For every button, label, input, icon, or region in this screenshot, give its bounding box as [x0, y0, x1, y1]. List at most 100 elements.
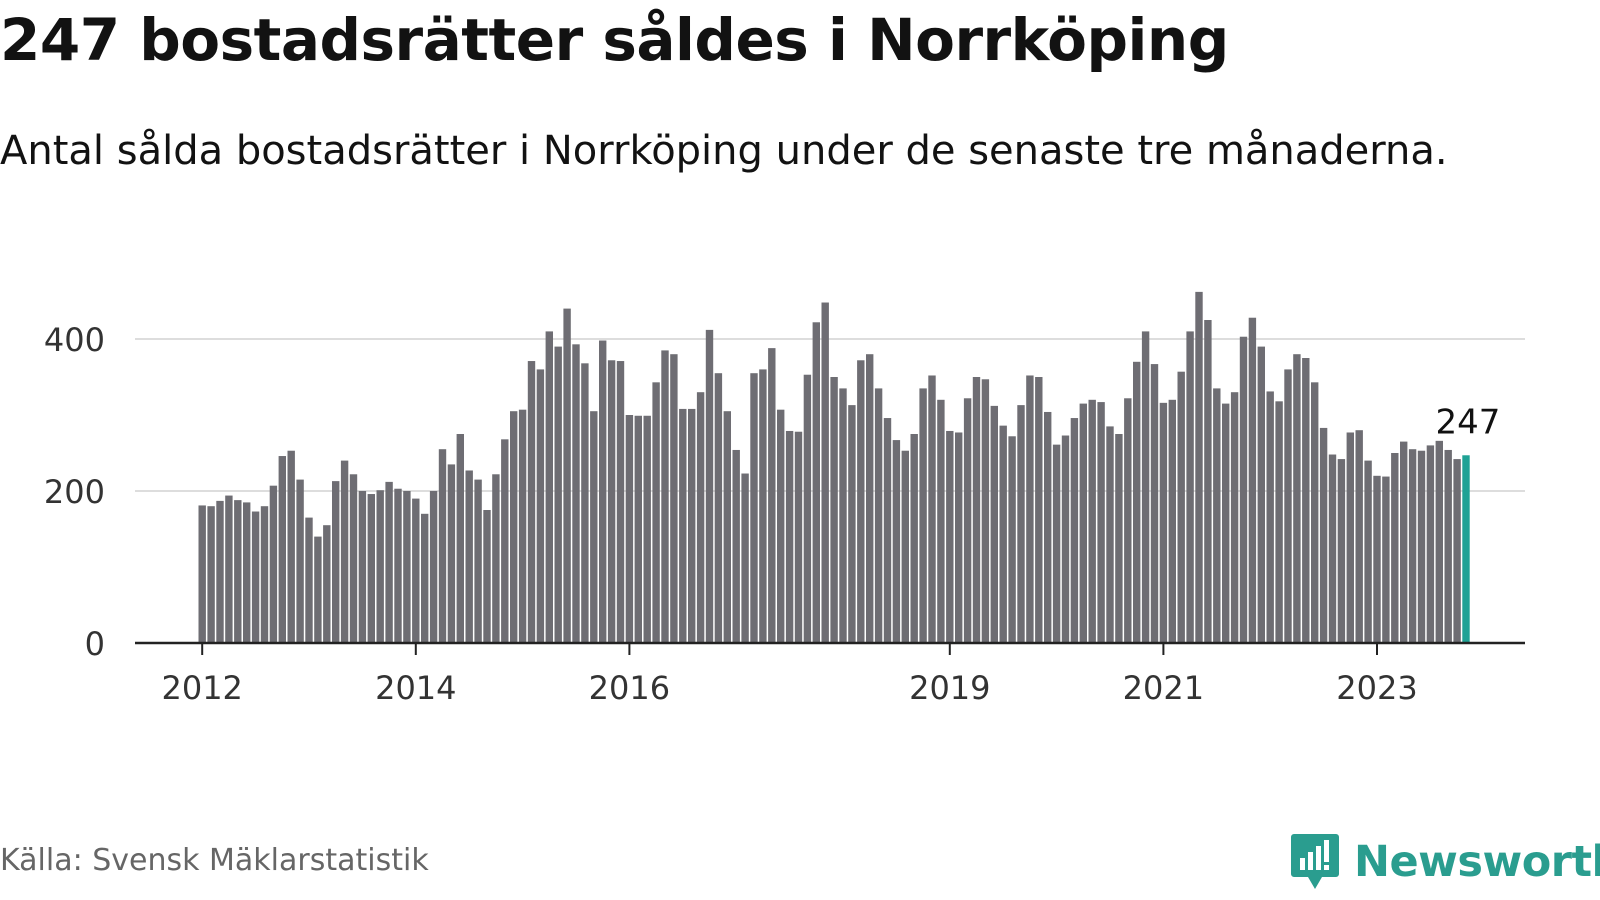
bar: [937, 399, 945, 643]
bar: [483, 510, 491, 643]
bar: [518, 409, 527, 643]
bar: [340, 460, 349, 643]
labels: 0 200 400 2012 2014 2016 2019 2021 2023 247: [44, 321, 1501, 707]
bar: [955, 432, 963, 643]
bar: [590, 411, 598, 643]
bar: [866, 354, 874, 643]
bar: [848, 405, 856, 643]
bar: [456, 434, 464, 643]
bar: [1088, 399, 1096, 643]
bar: [892, 440, 901, 643]
bar: [358, 491, 367, 643]
bar: [421, 513, 429, 643]
bar: [198, 505, 206, 643]
bar: [972, 377, 981, 643]
highlight-data-label: 247: [1436, 402, 1501, 442]
brand-name: Newsworthy: [1354, 837, 1600, 887]
bar: [1382, 476, 1390, 643]
bar: [438, 449, 447, 643]
x-tick-label: 2016: [589, 669, 670, 707]
bar: [269, 485, 278, 643]
bar: [1168, 399, 1176, 643]
chart-title: 247 bostadsrätter såldes i Norrköping: [0, 6, 1229, 74]
bar: [1248, 317, 1257, 643]
bar: [794, 431, 803, 643]
bar: [1444, 449, 1452, 643]
bar: [305, 517, 313, 643]
bar: [367, 494, 375, 643]
axes: [135, 641, 1525, 655]
bar: [750, 373, 758, 643]
bar: [287, 450, 295, 643]
bar: [527, 361, 536, 643]
bar: [243, 502, 251, 643]
bar: [643, 415, 651, 643]
bar: [625, 415, 634, 643]
bar: [599, 340, 607, 643]
bar: [661, 350, 669, 643]
bar: [1115, 434, 1123, 643]
y-tick-label: 0: [85, 625, 105, 663]
bar: [1328, 454, 1337, 643]
y-tick-label: 200: [44, 473, 105, 511]
bar: [759, 369, 767, 643]
bar: [536, 369, 545, 643]
bar: [1364, 460, 1372, 643]
bar: [1302, 358, 1310, 643]
bar: [1204, 320, 1212, 643]
chart-subtitle: Antal sålda bostadsrätter i Norrköping u…: [0, 128, 1448, 174]
bar-chart: 0 200 400 2012 2014 2016 2019 2021 2023 247: [44, 291, 1525, 707]
source-note: Källa: Svensk Mäklarstatistik: [0, 843, 429, 878]
bar: [1061, 435, 1070, 643]
bar: [1435, 440, 1443, 643]
bar: [1239, 336, 1248, 643]
bar: [1070, 418, 1079, 643]
bar: [857, 360, 865, 643]
bar: [234, 500, 242, 643]
bar: [216, 500, 224, 643]
bar: [999, 425, 1007, 643]
bar: [741, 473, 749, 643]
newsworthy-logo-icon: [1291, 834, 1339, 889]
bar: [696, 392, 705, 643]
bar: [821, 302, 829, 643]
brand-logo-link[interactable]: Newsworthy: [1290, 832, 1600, 892]
bar: [1222, 403, 1230, 643]
bar: [1159, 402, 1168, 643]
bar: [1044, 411, 1052, 643]
bar: [1097, 402, 1105, 643]
bar: [634, 415, 642, 643]
bar: [1106, 426, 1114, 643]
bar: [679, 408, 687, 643]
bar: [260, 506, 269, 643]
bar: [394, 488, 402, 643]
bar: [501, 439, 509, 643]
bar: [1213, 388, 1221, 643]
bar: [376, 490, 384, 643]
bar: [785, 430, 794, 643]
bar: [714, 373, 723, 643]
bar: [465, 470, 473, 643]
bar: [1284, 369, 1292, 643]
bar: [492, 474, 500, 643]
x-tick-label: 2023: [1336, 669, 1417, 707]
bar: [812, 322, 820, 643]
bar: [1311, 382, 1319, 643]
bar: [1124, 398, 1132, 643]
bar: [1177, 371, 1185, 643]
bar: [545, 331, 553, 643]
bar: [1275, 401, 1283, 643]
bar: [225, 495, 233, 643]
bar: [839, 388, 847, 643]
bar: [688, 408, 696, 643]
bar: [1346, 432, 1354, 643]
bar: [732, 449, 740, 643]
bar: [1079, 403, 1087, 643]
bar: [323, 525, 331, 643]
bar: [1052, 444, 1061, 643]
bar: [1017, 405, 1025, 643]
bar: [1195, 291, 1203, 643]
bar: [563, 308, 571, 643]
bar: [928, 375, 936, 643]
bar: [883, 418, 892, 643]
